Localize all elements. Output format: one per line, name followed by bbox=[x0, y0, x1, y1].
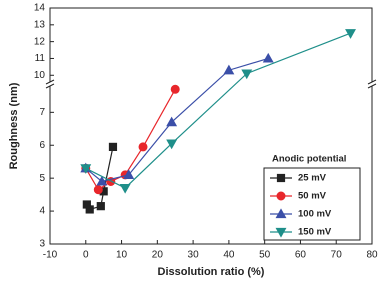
x-tick-label: 40 bbox=[223, 250, 235, 261]
x-tick-label: 80 bbox=[366, 250, 378, 261]
marker bbox=[275, 208, 287, 219]
axis-break bbox=[367, 83, 377, 89]
legend-label: 50 mV bbox=[298, 191, 327, 202]
x-tick-label: 50 bbox=[259, 250, 271, 261]
marker bbox=[85, 205, 94, 214]
legend-label: 100 mV bbox=[298, 209, 332, 220]
marker bbox=[345, 29, 356, 39]
legend-label: 150 mV bbox=[298, 227, 332, 238]
y-tick-label: 10 bbox=[34, 70, 46, 81]
y-axis-label: Roughness (nm) bbox=[8, 82, 20, 169]
y-tick-label: 14 bbox=[34, 3, 46, 14]
x-tick-label: 60 bbox=[295, 250, 307, 261]
marker bbox=[108, 142, 118, 151]
marker bbox=[276, 191, 286, 201]
axis-break bbox=[45, 83, 55, 89]
legend-box bbox=[263, 167, 361, 241]
legend-label: 25 mV bbox=[298, 173, 327, 184]
legend-title: Anodic potential bbox=[272, 154, 346, 165]
marker bbox=[170, 84, 180, 94]
y-tick-label: 11 bbox=[35, 53, 46, 64]
series-line bbox=[85, 57, 269, 183]
marker bbox=[80, 164, 92, 174]
series-line bbox=[85, 32, 351, 189]
marker bbox=[96, 175, 108, 186]
marker bbox=[123, 169, 135, 179]
y-tick-label: 12 bbox=[34, 36, 46, 47]
x-tick-label: 10 bbox=[116, 250, 128, 261]
marker bbox=[275, 227, 287, 238]
x-tick-label: 0 bbox=[83, 250, 89, 261]
axis-break bbox=[367, 79, 377, 85]
axis-frame bbox=[49, 7, 373, 245]
marker bbox=[262, 52, 274, 63]
axis-break bbox=[45, 79, 55, 85]
y-tick-label: 7 bbox=[39, 107, 45, 118]
marker bbox=[241, 69, 253, 80]
marker bbox=[276, 173, 286, 183]
marker bbox=[166, 116, 178, 127]
y-tick-label: 3 bbox=[39, 239, 45, 250]
x-tick-label: 20 bbox=[152, 250, 164, 261]
y-tick-label: 4 bbox=[39, 206, 45, 217]
x-tick-label: -10 bbox=[43, 250, 58, 261]
y-tick-label: 6 bbox=[39, 140, 45, 151]
x-tick-label: 30 bbox=[188, 250, 200, 261]
marker bbox=[93, 185, 103, 195]
marker bbox=[138, 142, 148, 152]
x-axis-label: Dissolution ratio (%) bbox=[158, 266, 265, 278]
marker bbox=[223, 64, 235, 75]
marker bbox=[119, 183, 131, 194]
y-tick-label: 5 bbox=[39, 173, 45, 184]
y-tick-label: 13 bbox=[34, 19, 46, 30]
x-tick-label: 70 bbox=[331, 250, 343, 261]
marker bbox=[96, 202, 105, 211]
marker bbox=[166, 139, 178, 150]
